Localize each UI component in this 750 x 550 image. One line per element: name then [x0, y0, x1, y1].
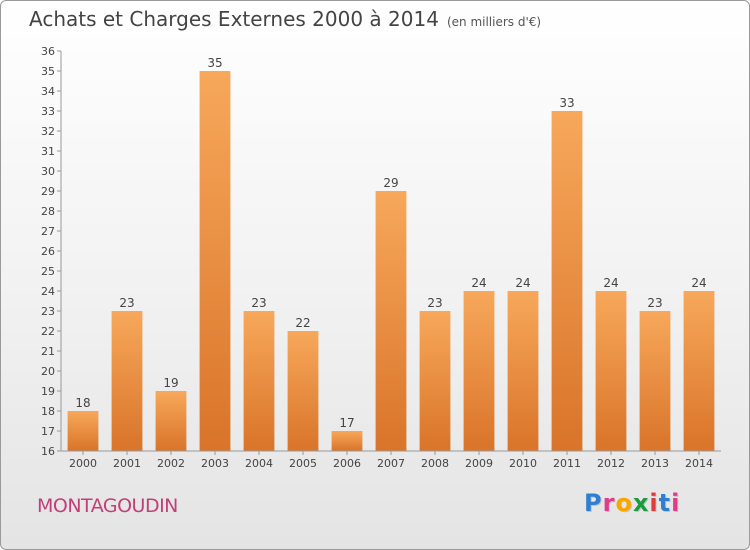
x-tick-label: 2006	[333, 457, 361, 470]
bar-value-label: 22	[295, 316, 310, 330]
x-tick-label: 2014	[685, 457, 713, 470]
x-tick-label: 2011	[553, 457, 581, 470]
bar-value-label: 17	[339, 416, 354, 430]
bar-2011	[551, 111, 583, 451]
y-tick-label: 21	[41, 345, 55, 358]
y-tick-label: 28	[41, 205, 55, 218]
y-tick-label: 24	[41, 285, 55, 298]
bar-value-label: 24	[515, 276, 530, 290]
bar-value-label: 23	[427, 296, 442, 310]
y-tick-label: 33	[41, 105, 55, 118]
bar-2012	[595, 291, 627, 451]
bar-value-label: 35	[207, 56, 222, 70]
bar-2009	[463, 291, 495, 451]
bar-2006	[331, 431, 363, 451]
x-tick-label: 2003	[201, 457, 229, 470]
x-tick-label: 2002	[157, 457, 185, 470]
x-tick-label: 2010	[509, 457, 537, 470]
bar-value-label: 24	[471, 276, 486, 290]
x-tick-label: 2000	[69, 457, 97, 470]
logo-letter: i	[649, 489, 659, 517]
x-tick-label: 2008	[421, 457, 449, 470]
bar-2013	[639, 311, 671, 451]
logo-letter: i	[671, 489, 681, 517]
bar-value-label: 23	[119, 296, 134, 310]
bars-group: 18 23 19 35 23 22 17 29 23 24 24 33 24 23 24	[67, 56, 715, 451]
bar-value-label: 24	[603, 276, 618, 290]
bar-value-label: 24	[691, 276, 706, 290]
y-tick-label: 18	[41, 405, 55, 418]
bar-2008	[419, 311, 451, 451]
y-tick-label: 19	[41, 385, 55, 398]
y-axis: 16 17 18 19 20 21 22 23 24 25 26 27 28 29 30 31 32 33 34 35…	[41, 45, 62, 458]
bar-2010	[507, 291, 539, 451]
bar-value-label: 29	[383, 176, 398, 190]
x-tick-label: 2012	[597, 457, 625, 470]
chart-title-text: Achats et Charges Externes 2000 à 2014	[29, 7, 439, 31]
chart-subtitle: (en milliers d'€)	[446, 15, 542, 29]
bar-value-label: 23	[647, 296, 662, 310]
y-tick-label: 16	[41, 445, 55, 458]
bar-2007	[375, 191, 407, 451]
y-tick-label: 29	[41, 185, 55, 198]
logo-letter: o	[615, 489, 633, 517]
logo-letter: t	[658, 489, 672, 517]
y-tick-label: 17	[41, 425, 55, 438]
logo-letter: x	[632, 489, 650, 517]
y-tick-label: 23	[41, 305, 55, 318]
y-tick-label: 32	[41, 125, 55, 138]
x-tick-label: 2004	[245, 457, 273, 470]
bar-2014	[683, 291, 715, 451]
y-tick-label: 35	[41, 65, 55, 78]
y-tick-label: 36	[41, 45, 55, 58]
x-tick-label: 2005	[289, 457, 317, 470]
bar-value-label: 33	[559, 96, 574, 110]
y-tick-label: 20	[41, 365, 55, 378]
bar-2003	[199, 71, 231, 451]
bar-2004	[243, 311, 275, 451]
commune-name: MONTAGOUDIN	[37, 495, 178, 517]
y-tick-label: 31	[41, 145, 55, 158]
logo-letter: P	[584, 489, 603, 517]
y-tick-label: 26	[41, 245, 55, 258]
bar-2002	[155, 391, 187, 451]
y-tick-label: 22	[41, 325, 55, 338]
x-tick-label: 2013	[641, 457, 669, 470]
bar-value-label: 23	[251, 296, 266, 310]
x-tick-label: 2001	[113, 457, 141, 470]
y-tick-label: 25	[41, 265, 55, 278]
bar-2000	[67, 411, 99, 451]
bar-value-label: 19	[163, 376, 178, 390]
chart-title: Achats et Charges Externes 2000 à 2014 (e…	[29, 7, 541, 31]
bar-2001	[111, 311, 143, 451]
logo-letter: r	[602, 489, 616, 517]
proxiti-logo: Proxiti	[584, 489, 680, 517]
x-tick-label: 2007	[377, 457, 405, 470]
x-axis: 2000 2001 2002 2003 2004 2005 2006 2007 2008 2009…	[61, 450, 721, 470]
y-tick-label: 34	[41, 85, 55, 98]
y-tick-label: 30	[41, 165, 55, 178]
bar-2005	[287, 331, 319, 451]
x-tick-label: 2009	[465, 457, 493, 470]
y-tick-label: 27	[41, 225, 55, 238]
bar-value-label: 18	[75, 396, 90, 410]
